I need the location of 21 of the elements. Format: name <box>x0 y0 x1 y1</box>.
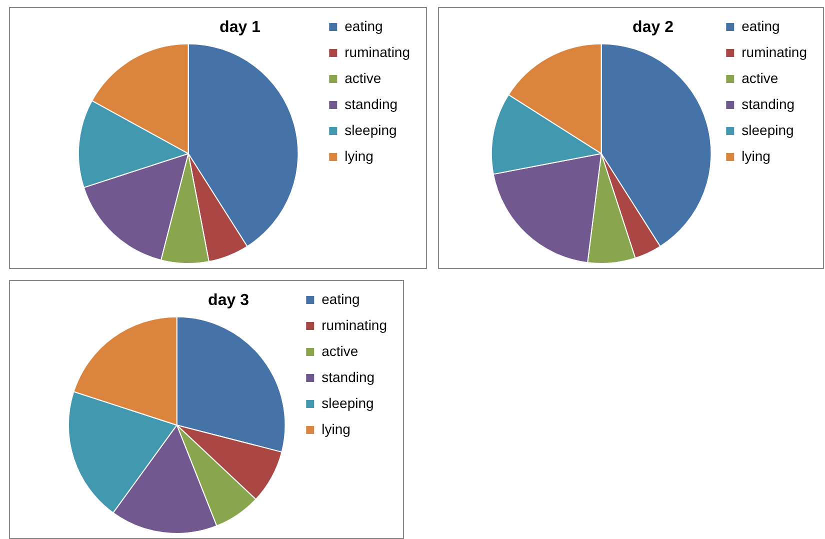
legend-label: lying <box>322 420 350 437</box>
legend-label: eating <box>322 290 360 307</box>
legend-label: eating <box>344 18 383 34</box>
legend-label: lying <box>742 148 770 164</box>
legend-label: standing <box>742 96 795 112</box>
legend-label: active <box>742 70 778 86</box>
chart-title: day 3 <box>208 292 250 310</box>
legend-label: sleeping <box>344 122 397 138</box>
legend-label: standing <box>344 96 398 112</box>
legend-label: eating <box>742 18 780 34</box>
legend-label: ruminating <box>742 44 808 60</box>
legend-label: active <box>322 342 358 359</box>
legend-label: ruminating <box>344 44 410 60</box>
legend-label: ruminating <box>322 316 388 333</box>
chart-title: day 1 <box>220 19 261 36</box>
legend-label: lying <box>344 148 374 164</box>
legend-label: active <box>344 70 382 86</box>
legend-label: standing <box>322 368 375 385</box>
chart-title: day 2 <box>632 19 674 36</box>
legend-label: sleeping <box>322 394 374 411</box>
legend-label: sleeping <box>742 122 794 138</box>
